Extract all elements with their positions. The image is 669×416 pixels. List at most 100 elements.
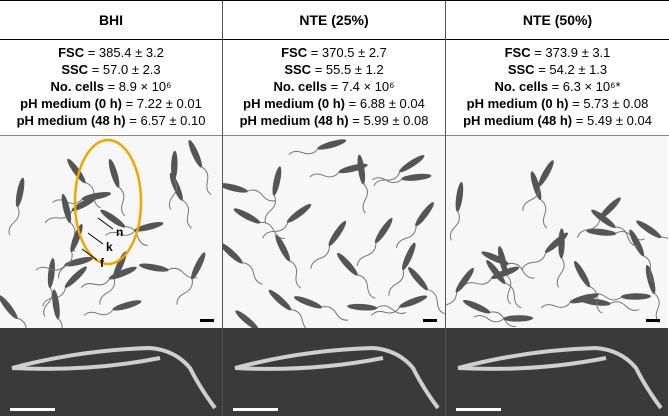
annotation: f — [100, 256, 105, 270]
cell-body — [399, 154, 425, 172]
cell — [388, 242, 416, 296]
panel-title: NTE (50%) — [446, 1, 669, 40]
stat-label: SSC — [284, 61, 312, 77]
stat-line: pH medium (0 h) = 6.88 ± 0.04 — [223, 95, 445, 112]
cell-body — [64, 256, 94, 267]
cell-body — [0, 294, 18, 319]
flagellum — [614, 226, 638, 247]
cell-body — [415, 201, 434, 227]
cell — [233, 208, 285, 239]
sem-image — [446, 328, 668, 416]
sem-scale-bar — [10, 408, 55, 412]
sem-cell — [234, 346, 440, 410]
panel: NTE (50%) FSC = 373.9 ± 3.1 SSC = 54.2 ± 1… — [446, 1, 669, 416]
stat-line: pH medium (0 h) = 5.73 ± 0.08 — [446, 95, 669, 112]
cell-body — [108, 158, 120, 188]
stat-line: pH medium (48 h) = 5.49 ± 0.04 — [446, 112, 669, 129]
flagellum — [388, 268, 405, 296]
sem-background — [0, 328, 222, 416]
flagellum — [426, 288, 445, 314]
flagellum — [362, 182, 368, 214]
cell-body — [108, 266, 137, 280]
stat-value: = 370.5 ± 2.7 — [310, 44, 387, 60]
flagellum — [8, 205, 20, 236]
cell-body — [586, 228, 617, 236]
stat-line: No. cells = 8.9 × 10⁶ — [0, 78, 222, 95]
flagellum — [105, 229, 136, 236]
cell — [43, 257, 55, 317]
flagellum — [288, 147, 319, 155]
cell-body — [139, 263, 169, 272]
flagellum — [370, 306, 401, 316]
cell — [540, 293, 599, 308]
cell-body — [498, 245, 508, 276]
stat-line: pH medium (48 h) = 5.99 ± 0.08 — [223, 112, 445, 129]
flagellum — [660, 236, 668, 256]
stat-line: FSC = 385.4 ± 3.2 — [0, 44, 222, 61]
cell — [473, 314, 534, 322]
cell-body — [569, 293, 599, 304]
flagellum — [539, 198, 548, 229]
cell — [83, 299, 142, 316]
flagellum — [505, 273, 512, 305]
cell — [337, 252, 376, 299]
scale-bar — [646, 318, 660, 322]
cell — [347, 303, 407, 314]
cell — [80, 266, 137, 288]
flagellum — [168, 179, 178, 210]
flagellum — [462, 277, 493, 287]
cell-body — [61, 193, 72, 223]
cell — [223, 182, 276, 202]
cell — [100, 209, 148, 246]
stat-line: FSC = 370.5 ± 2.7 — [223, 44, 445, 61]
stat-label: pH medium (0 h) — [20, 95, 123, 111]
cell — [396, 201, 434, 248]
flagellum — [176, 278, 193, 305]
cell-body — [599, 197, 621, 219]
cell-body — [223, 182, 248, 193]
cell — [408, 266, 445, 314]
panel: NTE (25%) FSC = 370.5 ± 2.7 SSC = 55.5 ± 1… — [223, 1, 446, 416]
cell-body — [462, 299, 491, 314]
flagellum — [576, 217, 601, 238]
sem-cell — [11, 346, 217, 410]
flagellum — [375, 304, 407, 314]
cell-body — [134, 221, 164, 232]
stat-label: No. cells — [494, 78, 548, 94]
flagellum — [356, 241, 377, 266]
cell — [188, 139, 212, 195]
flagellum — [356, 273, 376, 299]
flagellum — [609, 300, 640, 311]
cell — [105, 221, 164, 236]
cell-body — [293, 295, 323, 309]
cell — [288, 139, 347, 155]
flagellum — [522, 185, 540, 211]
sem-background — [223, 328, 445, 416]
cell-body — [81, 191, 112, 201]
cell-body — [401, 173, 432, 181]
stat-line: pH medium (0 h) = 7.22 ± 0.01 — [0, 95, 222, 112]
flagellum — [521, 251, 547, 270]
stat-value: = 7.4 × 10⁶ — [330, 78, 395, 94]
cell — [8, 177, 25, 236]
flagellum — [262, 221, 289, 239]
cell — [262, 203, 312, 239]
scale-bar — [423, 318, 437, 322]
flagellum — [259, 221, 285, 239]
cell — [556, 228, 565, 288]
flagellum — [446, 291, 458, 315]
panel-title: NTE (25%) — [223, 1, 445, 40]
sem-scale-bar — [456, 408, 501, 412]
flagellum — [83, 308, 114, 316]
stat-label: FSC — [281, 44, 308, 60]
arrow — [87, 232, 104, 245]
stat-value: = 7.22 ± 0.01 — [125, 95, 202, 111]
stat-label: SSC — [507, 61, 535, 77]
flagellum — [507, 262, 535, 279]
cell — [372, 173, 432, 183]
stat-label: pH medium (48 h) — [16, 112, 126, 128]
flagellum — [57, 317, 63, 329]
cell-body — [347, 303, 378, 311]
cell — [309, 163, 368, 178]
